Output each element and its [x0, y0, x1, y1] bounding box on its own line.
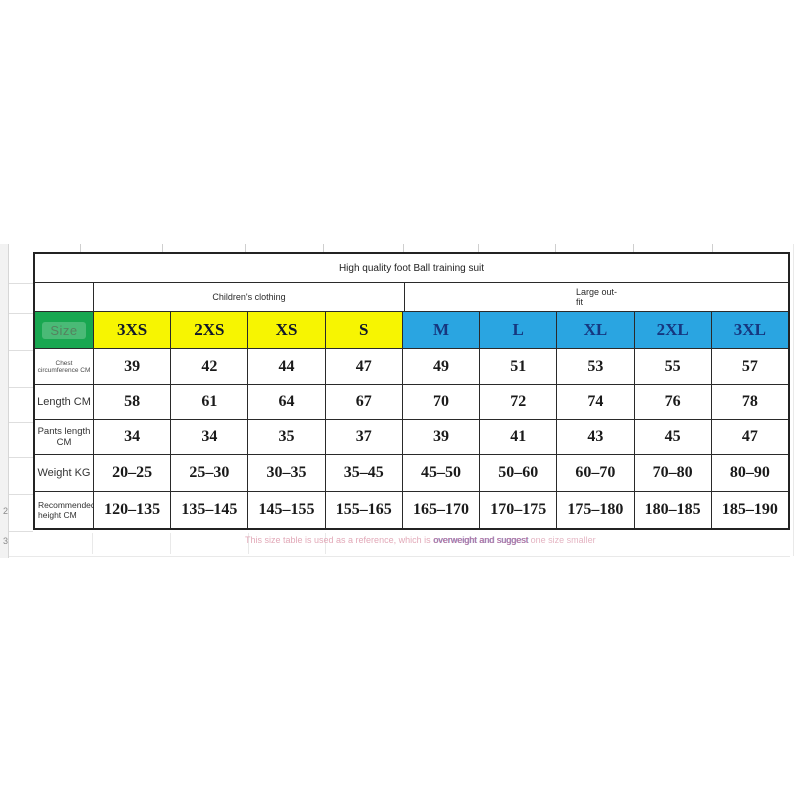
table-cell: 37 — [355, 428, 372, 445]
group-children-label: Children's clothing — [212, 292, 286, 302]
table-cell: 70 — [432, 393, 449, 410]
table-cell: 170–175 — [490, 501, 547, 518]
table-cell: 120–135 — [104, 501, 161, 518]
table-cell: 47 — [741, 428, 758, 445]
note-part1: This size table is used as a reference, … — [245, 535, 434, 545]
note-part3: one size smaller — [528, 535, 596, 545]
row-number: 2 — [2, 506, 8, 516]
row-label: Recommended height CM — [38, 500, 94, 520]
table-row-sizes: Size 3XS 2XS XS S M L XL 2XL 3XL — [35, 312, 788, 349]
size-header-l: L — [480, 312, 558, 349]
table-cell: 45 — [664, 428, 681, 445]
table-row-title: High quality foot Ball training suit — [35, 254, 788, 283]
table-cell: 74 — [587, 393, 604, 410]
table-cell: 145–155 — [258, 501, 315, 518]
group-children-cell: Children's clothing — [94, 283, 405, 312]
table-cell: 55 — [664, 357, 681, 375]
size-header-2xs: 2XS — [171, 312, 249, 349]
table-cell: 64 — [278, 393, 295, 410]
table-row-length: Length CM 58 61 64 67 70 72 74 76 78 — [35, 385, 788, 420]
table-cell: 35 — [278, 428, 295, 445]
row-number: 3 — [2, 536, 8, 546]
table-row-height: Recommended height CM 120–135 135–145 14… — [35, 492, 788, 528]
table-cell: 180–185 — [644, 501, 701, 518]
table-cell: 50–60 — [498, 464, 539, 481]
table-title: High quality foot Ball training suit — [338, 262, 485, 274]
size-header-xs: XS — [248, 312, 326, 349]
table-cell: 39 — [124, 357, 141, 375]
note-part2: overweight and suggest — [433, 535, 529, 545]
size-header-cell: Size — [35, 312, 94, 349]
row-label: Chest circumference CM — [37, 359, 91, 374]
table-cell: 51 — [510, 357, 527, 375]
table-cell: 57 — [741, 357, 758, 375]
spreadsheet-row-number-strip: 2 3 4 5 6 7 8 9 10 — [0, 244, 9, 558]
table-cell: 25–30 — [189, 464, 230, 481]
table-cell: 45–50 — [420, 464, 461, 481]
table-cell: 70–80 — [652, 464, 693, 481]
table-cell: 44 — [278, 357, 295, 375]
row-label: Pants length CM — [37, 426, 91, 448]
table-cell: 76 — [664, 393, 681, 410]
table-row-chest: Chest circumference CM 39 42 44 47 49 51… — [35, 349, 788, 385]
table-cell: 185–190 — [721, 501, 778, 518]
table-cell: 78 — [741, 393, 758, 410]
table-cell: 58 — [124, 393, 141, 410]
table-cell: 43 — [587, 428, 604, 445]
size-header-3xl: 3XL — [711, 312, 788, 349]
table-cell: 30–35 — [266, 464, 307, 481]
table-cell: 41 — [510, 428, 527, 445]
group-large-cell: Large out-fit — [405, 283, 788, 312]
table-cell: 67 — [355, 393, 372, 410]
table-cell: 53 — [587, 357, 604, 375]
table-cell: 35–45 — [343, 464, 384, 481]
group-empty-cell — [35, 283, 94, 312]
size-header-xl: XL — [557, 312, 635, 349]
row-label: Length CM — [37, 396, 91, 408]
size-header-s: S — [325, 312, 403, 349]
table-cell: 72 — [510, 393, 527, 410]
table-cell: 34 — [201, 428, 218, 445]
table-cell: 34 — [124, 428, 141, 445]
table-cell: 80–90 — [729, 464, 770, 481]
table-cell: 135–145 — [181, 501, 238, 518]
size-label: Size — [42, 321, 86, 339]
size-header-2xl: 2XL — [634, 312, 712, 349]
group-large-label: Large out-fit — [575, 287, 618, 307]
table-row-pants: Pants length CM 34 34 35 37 39 41 43 45 … — [35, 420, 788, 455]
table-cell: 155–165 — [335, 501, 392, 518]
table-cell: 60–70 — [575, 464, 616, 481]
table-cell: 49 — [432, 357, 449, 375]
table-cell: 39 — [432, 428, 449, 445]
row-label: Weight KG — [37, 467, 91, 479]
table-cell: 47 — [355, 357, 372, 375]
table-cell: 20–25 — [112, 464, 153, 481]
table-cell: 175–180 — [567, 501, 624, 518]
size-header-m: M — [402, 312, 481, 349]
table-cell: 42 — [201, 357, 218, 375]
table-row-groups: Children's clothing Large out-fit — [35, 283, 788, 312]
size-chart-table: High quality foot Ball training suit Chi… — [33, 252, 790, 530]
size-header-3xs: 3XS — [94, 312, 172, 349]
table-cell: 165–170 — [412, 501, 469, 518]
size-disclaimer-note: This size table is used as a reference, … — [245, 535, 596, 545]
table-row-weight: Weight KG 20–25 25–30 30–35 35–45 45–50 … — [35, 455, 788, 492]
table-cell: 61 — [201, 393, 218, 410]
